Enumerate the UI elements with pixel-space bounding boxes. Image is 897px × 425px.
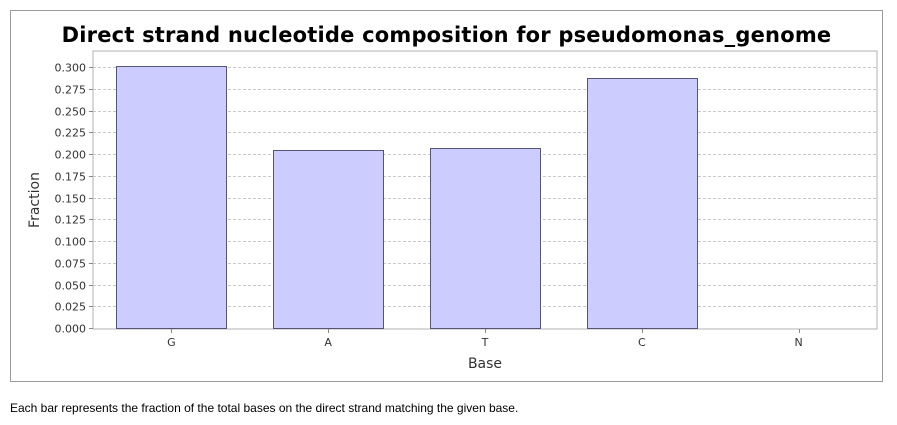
bar-chart: 0.000 0.025 0.050 0.075 0.100 0.125 0.150 0.175… [27, 50, 878, 372]
chart-title: Direct strand nucleotide composition for… [61, 23, 832, 47]
x-axis-label: Base [468, 356, 502, 372]
y-tick-label: 0.075 [55, 258, 87, 271]
bars [116, 66, 698, 329]
bar-a [273, 150, 384, 329]
y-tick-label: 0.175 [55, 171, 87, 184]
chart-frame: Direct strand nucleotide composition for… [10, 10, 883, 382]
x-tick-label: G [167, 336, 176, 349]
y-tick-label: 0.025 [55, 301, 87, 314]
x-tick-label: T [481, 336, 489, 349]
y-tick-label: 0.275 [55, 84, 87, 97]
y-tick-label: 0.050 [55, 280, 87, 293]
y-tick-label: 0.000 [55, 323, 87, 336]
x-tick-label: A [324, 336, 332, 349]
y-tick-label: 0.225 [55, 127, 87, 140]
chart-caption: Each bar represents the fraction of the … [10, 401, 519, 415]
bar-c [587, 78, 698, 329]
y-tick-label: 0.250 [55, 106, 87, 119]
x-tick-label: C [638, 336, 646, 349]
y-tick-label: 0.150 [55, 193, 87, 206]
bar-t [430, 148, 541, 329]
x-tick-label: N [794, 336, 802, 349]
y-tick-label: 0.100 [55, 236, 87, 249]
y-axis-label: Fraction [27, 172, 43, 228]
bar-g [116, 66, 227, 329]
y-tick-label: 0.200 [55, 149, 87, 162]
y-tick-label: 0.300 [55, 62, 87, 75]
axes: 0.000 0.025 0.050 0.075 0.100 0.125 0.150 0.175… [55, 62, 803, 350]
y-tick-label: 0.125 [55, 214, 87, 227]
